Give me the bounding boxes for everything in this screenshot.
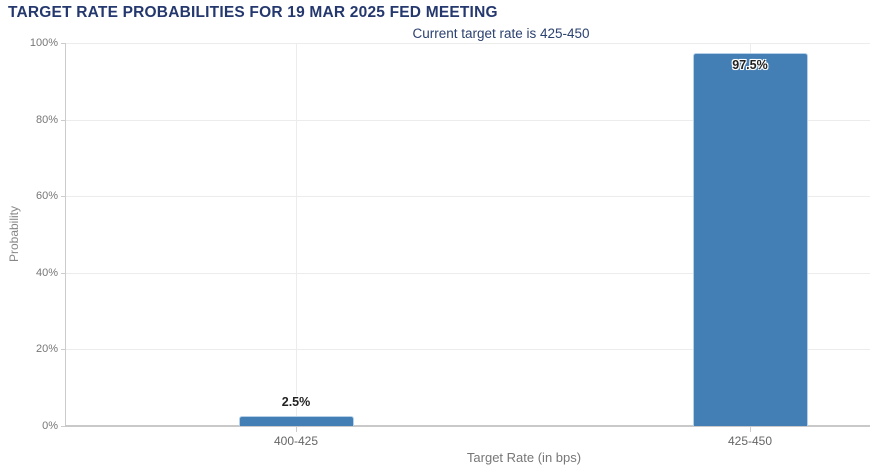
x-tick-label: 425-450 [727, 434, 773, 448]
bar-425-450 [692, 52, 808, 426]
y-tick-mark [61, 196, 65, 198]
y-tick-label: 80% [35, 113, 58, 126]
x-tick-mark [750, 427, 751, 432]
y-tick-label: 100% [29, 37, 58, 49]
bar-400-425 [238, 416, 354, 426]
y-tick-label: 40% [35, 266, 58, 279]
y-tick-mark [61, 119, 65, 121]
h-gridline [65, 196, 870, 198]
v-gridline [296, 43, 297, 426]
y-tick-label: 0% [42, 420, 58, 432]
y-tick-label: 60% [35, 190, 58, 203]
y-tick-mark [61, 43, 65, 44]
y-axis-line [65, 43, 66, 426]
y-tick-mark [61, 426, 65, 427]
bar-value-label: 97.5% [732, 57, 768, 72]
y-tick-mark [61, 349, 65, 351]
chart-subtitle: Current target rate is 425-450 [412, 26, 590, 41]
h-gridline [65, 349, 870, 351]
chart-title: TARGET RATE PROBABILITIES FOR 19 MAR 202… [8, 4, 498, 21]
y-tick-label: 20% [35, 343, 58, 356]
x-axis-title: Target Rate (in bps) [466, 450, 582, 465]
y-tick-mark [61, 272, 65, 274]
bar-value-label: 2.5% [281, 395, 311, 410]
h-gridline [65, 272, 870, 274]
plot-area: 0% 20% 40% 60% 80% 100% 2.5% 400-425 97.5% 425-45… [30, 37, 870, 448]
h-gridline [65, 119, 870, 121]
x-tick-mark [296, 427, 297, 432]
x-axis-line [65, 425, 870, 427]
y-axis-title: Probability [7, 205, 21, 263]
h-gridline [65, 43, 870, 44]
x-tick-label: 400-425 [273, 434, 319, 448]
